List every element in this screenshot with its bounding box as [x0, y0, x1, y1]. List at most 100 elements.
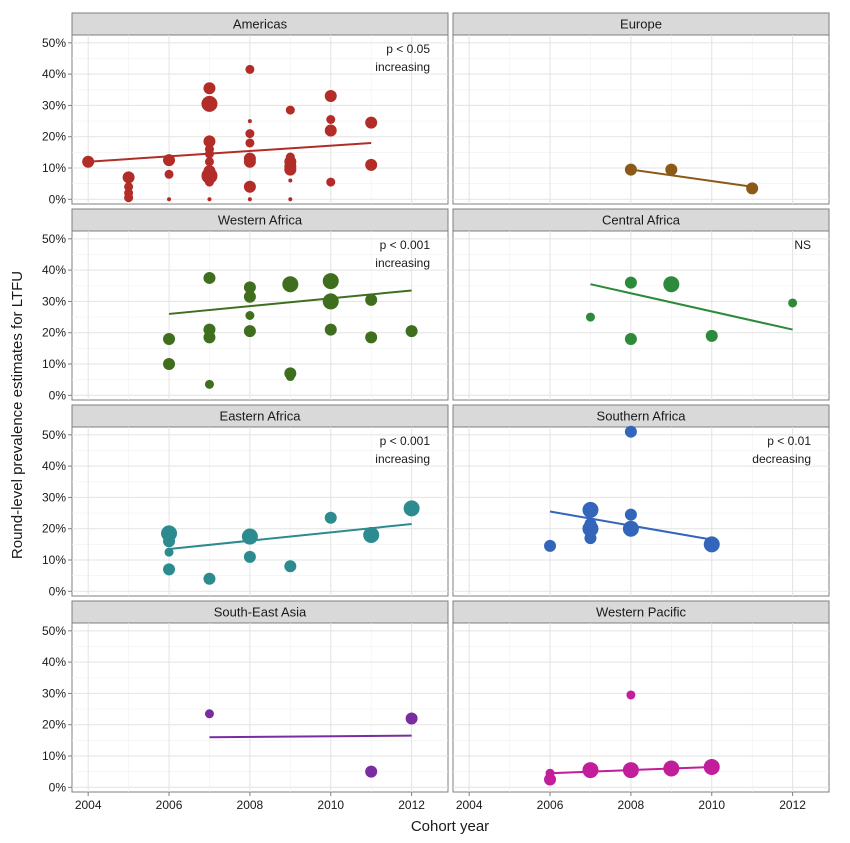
data-point: [545, 768, 555, 778]
data-point: [201, 167, 218, 184]
data-point: [243, 290, 256, 303]
data-point: [167, 197, 172, 202]
y-tick-label: 20%: [42, 130, 66, 144]
data-point: [243, 180, 256, 193]
y-tick-label: 30%: [42, 294, 66, 308]
facet-eastern-africa: Eastern Africa p < 0.001 increasing: [71, 404, 449, 597]
plot-panel: [71, 34, 449, 205]
data-point: [285, 372, 295, 382]
data-point: [624, 163, 637, 176]
data-point: [622, 520, 639, 537]
data-point: [363, 526, 380, 543]
data-point: [285, 105, 295, 115]
data-point: [243, 550, 256, 563]
data-point: [247, 119, 252, 124]
data-point: [365, 116, 378, 129]
significance-annotation: decreasing: [752, 452, 811, 466]
plot-panel: [452, 622, 830, 793]
significance-annotation: increasing: [375, 60, 430, 74]
gridlines: [453, 427, 829, 596]
data-point: [626, 690, 636, 700]
data-point: [288, 178, 293, 183]
x-tick-label: 2008: [237, 798, 264, 812]
y-tick-label: 0%: [49, 780, 67, 794]
facet-southern-africa: Southern Africa p < 0.01 decreasing: [452, 404, 830, 597]
data-point: [326, 115, 336, 124]
data-point: [163, 563, 176, 576]
gridlines: [72, 427, 448, 596]
data-point: [204, 709, 214, 719]
data-point: [284, 163, 297, 176]
data-point: [163, 332, 176, 345]
data-point: [163, 358, 176, 371]
data-point: [245, 64, 255, 74]
facet-western-pacific: Western Pacific: [452, 600, 830, 793]
data-point: [82, 155, 95, 168]
y-tick-label: 40%: [42, 459, 66, 473]
x-tick-label: 2008: [618, 798, 645, 812]
x-axis-tick-labels: 2004 2006 2008 2010 2012 2004 2006 2008 2010 2012: [75, 792, 806, 812]
data-point: [403, 500, 420, 517]
data-point: [665, 163, 678, 176]
data-point: [582, 762, 599, 779]
data-point: [288, 197, 293, 202]
y-tick-label: 10%: [42, 749, 66, 763]
data-point: [365, 331, 378, 344]
gridlines: [72, 35, 448, 204]
facet-panels: Americas p < 0.05 increasing Europe Western …: [71, 12, 830, 793]
y-tick-label: 50%: [42, 624, 66, 638]
significance-annotation: increasing: [375, 256, 430, 270]
data-point: [203, 331, 216, 344]
facet-south-east-asia: South-East Asia: [71, 600, 449, 793]
data-point: [324, 323, 337, 336]
y-tick-label: 40%: [42, 67, 66, 81]
data-point: [124, 193, 134, 203]
data-point: [284, 560, 297, 573]
data-point: [324, 511, 337, 524]
data-point: [241, 528, 258, 545]
x-axis-title: Cohort year: [411, 818, 489, 835]
data-point: [365, 158, 378, 171]
y-tick-label: 30%: [42, 490, 66, 504]
significance-annotation: increasing: [375, 452, 430, 466]
data-point: [204, 379, 214, 389]
data-point: [207, 197, 212, 202]
data-point: [622, 762, 639, 779]
data-point: [703, 758, 720, 775]
significance-annotation: p < 0.001: [380, 434, 431, 448]
data-point: [544, 539, 557, 552]
data-point: [746, 182, 759, 195]
facet-title: Europe: [620, 17, 662, 32]
gridlines: [72, 623, 448, 792]
data-point: [164, 169, 174, 179]
data-point: [201, 95, 218, 112]
data-point: [245, 129, 255, 139]
plot-panel: [71, 426, 449, 597]
data-point: [624, 508, 637, 521]
data-point: [322, 293, 339, 310]
data-point: [322, 273, 339, 290]
y-axis-tick-labels: 0% 10% 20% 30% 40% 50% 0% 10% 20% 30% 40% 50% 0% 10% 2…: [42, 36, 72, 794]
y-tick-label: 0%: [49, 388, 67, 402]
x-tick-label: 2004: [75, 798, 102, 812]
y-tick-label: 10%: [42, 553, 66, 567]
facet-title: Western Pacific: [596, 605, 687, 620]
data-point: [705, 329, 718, 342]
facet-title: Western Africa: [218, 213, 303, 228]
data-point: [405, 325, 418, 338]
y-tick-label: 10%: [42, 357, 66, 371]
facet-title: Eastern Africa: [220, 409, 302, 424]
plot-panel: [71, 622, 449, 793]
y-tick-label: 50%: [42, 428, 66, 442]
data-point: [247, 197, 252, 202]
x-tick-label: 2004: [456, 798, 483, 812]
data-point: [584, 532, 597, 545]
facet-europe: Europe: [452, 12, 830, 205]
x-tick-label: 2010: [317, 798, 344, 812]
gridlines: [72, 231, 448, 400]
facet-title: Americas: [233, 17, 288, 32]
data-point: [365, 293, 378, 306]
facet-title: Central Africa: [602, 213, 681, 228]
data-point: [585, 312, 595, 322]
